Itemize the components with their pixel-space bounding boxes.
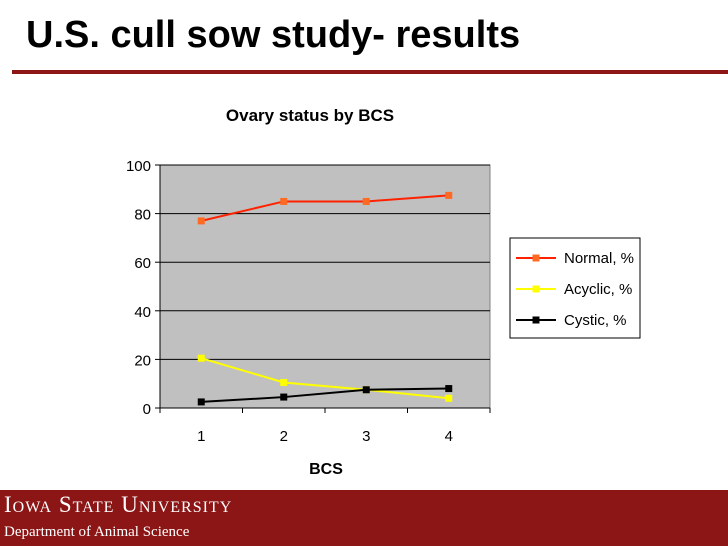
y-tick-label: 20 <box>134 352 151 369</box>
chart-title: Ovary status by BCS <box>226 106 394 125</box>
series-line-cystic <box>201 387 449 403</box>
department-name: Department of Animal Science <box>4 524 190 540</box>
legend-label-normal: Normal, % <box>564 250 634 267</box>
data-point-cystic <box>197 398 205 406</box>
footer-banner: Iowa State University Department of Anim… <box>0 490 728 546</box>
data-point-cystic <box>445 385 453 393</box>
ovary-status-chart: Ovary status by BCS 0 20 40 60 80 100 1 2 3 4 BCS… <box>126 106 641 478</box>
y-tick-label: 40 <box>134 304 151 321</box>
legend: Normal, % Acyclic, % Cystic, % <box>509 237 641 339</box>
x-tick-label: 4 <box>445 428 453 445</box>
legend-marker-normal <box>532 254 540 262</box>
legend-marker-acyclic <box>532 285 540 293</box>
x-axis-title: BCS <box>309 461 343 478</box>
y-tick-label: 60 <box>134 255 151 272</box>
series-line-acyclic <box>200 357 449 400</box>
data-point-cystic <box>362 386 370 394</box>
legend-label-cystic: Cystic, % <box>564 312 627 329</box>
data-point-normal <box>280 197 288 205</box>
data-point-cystic <box>280 393 288 401</box>
university-name: Iowa State University <box>4 492 233 517</box>
title-divider <box>12 70 728 74</box>
data-point-normal <box>362 197 370 205</box>
x-tick-label: 2 <box>280 428 288 445</box>
legend-label-acyclic: Acyclic, % <box>564 281 632 298</box>
y-tick-label: 100 <box>126 158 151 175</box>
data-point-acyclic <box>197 354 205 362</box>
x-tick-label: 3 <box>362 428 370 445</box>
data-point-normal <box>197 217 205 225</box>
x-tick-label: 1 <box>197 428 205 445</box>
legend-marker-cystic <box>532 316 540 324</box>
slide-title: U.S. cull sow study- results <box>26 14 521 56</box>
data-point-acyclic <box>445 394 453 402</box>
y-tick-label: 80 <box>134 207 151 224</box>
data-point-normal <box>445 191 453 199</box>
data-point-acyclic <box>280 378 288 386</box>
plot-area <box>159 164 491 409</box>
y-tick-label: 0 <box>143 401 151 418</box>
series-line-normal <box>201 194 449 222</box>
